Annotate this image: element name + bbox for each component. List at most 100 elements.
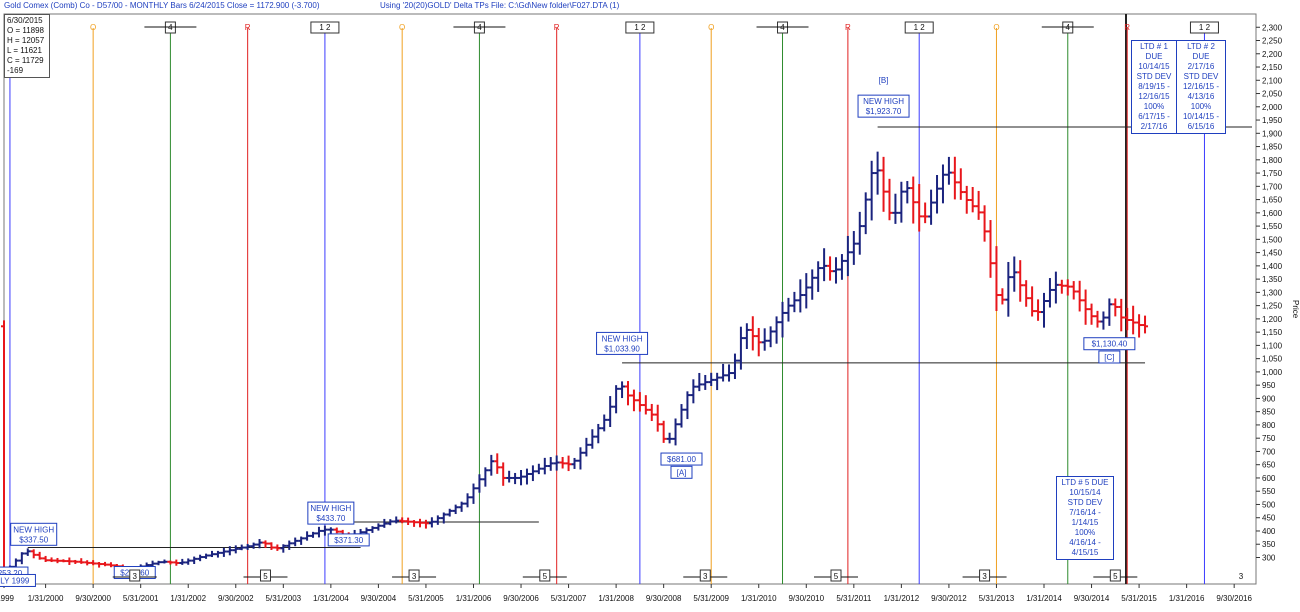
y-tick-label: 1,700 — [1262, 182, 1283, 191]
cycle-marker-label: 5 — [543, 572, 548, 581]
price-bar — [547, 457, 554, 471]
x-tick-label: 1/31/2016 — [1169, 594, 1205, 603]
price-bar — [256, 539, 263, 549]
price-bar — [934, 175, 941, 214]
annotation-box — [0, 573, 36, 587]
price-bar — [518, 469, 525, 486]
y-tick-label: 2,200 — [1262, 50, 1283, 59]
ltd-line: 4/16/14 - — [1069, 538, 1101, 547]
price-bar — [541, 457, 548, 475]
ohlc-date: 6/30/2015 — [7, 16, 43, 25]
price-bar — [327, 527, 334, 535]
y-tick-label: 650 — [1262, 461, 1276, 470]
price-bar — [981, 205, 988, 242]
x-tick-label: 9/30/2004 — [361, 594, 397, 603]
y-tick-label: 450 — [1262, 514, 1276, 523]
price-bar — [850, 231, 857, 265]
x-tick-label: 5/31/2009 — [693, 594, 729, 603]
cycle-marker-box — [539, 569, 551, 582]
y-tick-label: 2,300 — [1262, 23, 1283, 32]
y-tick-label: 350 — [1262, 540, 1276, 549]
annotation-label: NEW HIGH — [602, 334, 643, 343]
price-bar — [630, 389, 637, 412]
turning-point-label: 1 2 — [1199, 23, 1211, 32]
y-tick-label: 1,800 — [1262, 156, 1283, 165]
price-bar — [1052, 271, 1059, 304]
price-bar — [815, 261, 822, 292]
price-bar — [280, 544, 287, 553]
y-tick-label: 1,250 — [1262, 302, 1283, 311]
price-bar — [565, 455, 572, 472]
price-bar — [928, 189, 935, 225]
annotation-label: $1,923.70 — [866, 107, 902, 116]
x-tick-label: 9/30/2006 — [503, 594, 539, 603]
annotation-box — [307, 501, 355, 525]
price-bar — [1094, 310, 1101, 328]
price-bar — [583, 437, 590, 457]
cycle-marker-label: 3 — [1239, 572, 1244, 581]
price-bar — [1046, 278, 1053, 308]
annotation-box — [670, 465, 693, 479]
y-tick-label: 1,450 — [1262, 249, 1283, 258]
price-bar — [107, 562, 114, 568]
price-bar — [1058, 279, 1065, 294]
ohlc-close: C = 11729 — [7, 56, 44, 65]
price-bar — [779, 301, 786, 338]
price-bar — [844, 235, 851, 277]
price-bar — [827, 256, 834, 281]
price-bar — [892, 193, 899, 224]
price-bar — [60, 559, 67, 563]
y-tick-label: 1,350 — [1262, 275, 1283, 284]
price-bar — [654, 404, 661, 432]
price-bar — [559, 456, 566, 469]
price-bar — [446, 508, 453, 517]
price-bar — [963, 185, 970, 214]
price-bar — [1041, 292, 1047, 328]
price-bar — [185, 558, 192, 565]
turning-point-label: 1 2 — [914, 23, 926, 32]
y-tick-label: 1,900 — [1262, 129, 1283, 138]
price-bar — [18, 552, 25, 565]
price-bar — [791, 291, 798, 313]
ohlc-low: L = 11621 — [7, 46, 42, 55]
turning-point-label: 4 — [168, 23, 173, 32]
price-bar — [916, 184, 923, 232]
y-tick-label: 1,550 — [1262, 222, 1283, 231]
turning-point-label: O — [90, 23, 96, 32]
x-tick-label: 5/31/2003 — [266, 594, 302, 603]
y-tick-label: 2,050 — [1262, 90, 1283, 99]
price-bar — [268, 542, 275, 550]
chart-file-info: Using '20(20)GOLD' Delta TPs File: C:\Gd… — [380, 1, 620, 10]
cycle-marker-label: 3 — [703, 572, 708, 581]
price-bar — [1142, 315, 1149, 334]
price-bar — [500, 462, 507, 486]
price-bar — [411, 520, 418, 527]
turning-point-label: O — [708, 23, 714, 32]
price-bar — [369, 526, 376, 533]
price-bar — [209, 550, 215, 558]
y-tick-label: 1,200 — [1262, 315, 1283, 324]
price-bar — [642, 395, 649, 415]
annotation-label: $1,130.40 — [1092, 340, 1128, 349]
price-bar — [743, 323, 750, 350]
ltd-line: 4/13/16 — [1187, 92, 1215, 101]
price-bar — [42, 555, 49, 562]
ltd-1-box: LTD # 1 DUE 10/14/15 STD DEV 8/19/15 - 1… — [1131, 40, 1177, 134]
annotation-label: NEW HIGH — [13, 525, 54, 534]
price-bar — [315, 526, 322, 538]
y-tick-label: 1,500 — [1262, 235, 1283, 244]
y-tick-label: 400 — [1262, 527, 1276, 536]
price-bar — [244, 543, 251, 550]
y-tick-label: 500 — [1262, 500, 1276, 509]
price-bar — [945, 156, 952, 185]
ohlc-high: H = 12057 — [7, 36, 45, 45]
price-bar — [720, 363, 727, 382]
x-tick-label: 9/30/2002 — [218, 594, 254, 603]
price-bar — [696, 372, 703, 392]
x-tick-label: 5/31/2007 — [551, 594, 587, 603]
price-bar — [220, 547, 227, 557]
price-bar — [1100, 311, 1107, 330]
price-bar — [90, 560, 97, 566]
